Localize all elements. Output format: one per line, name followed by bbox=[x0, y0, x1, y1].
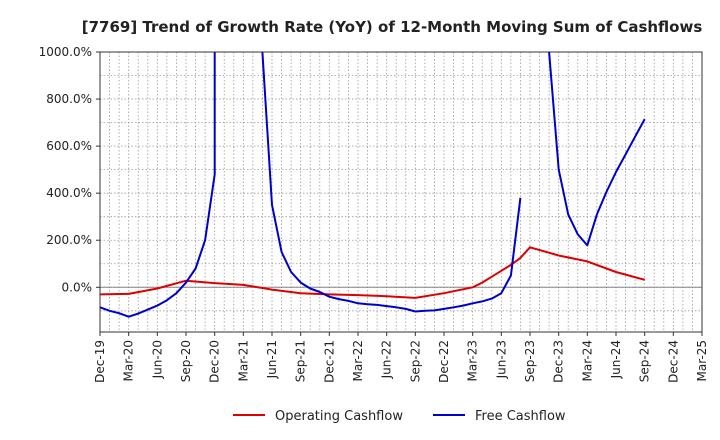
x-tick-label: Dec-24 bbox=[666, 340, 680, 383]
plot-frame bbox=[99, 51, 703, 333]
grid bbox=[100, 52, 702, 332]
x-tick-label: Dec-21 bbox=[322, 340, 336, 383]
x-tick-label: Dec-22 bbox=[437, 340, 451, 383]
y-tick-label: 800.0% bbox=[46, 92, 92, 106]
legend: Operating Cashflow Free Cashflow bbox=[233, 409, 566, 424]
x-tick-label: Jun-23 bbox=[494, 340, 508, 379]
legend-label: Operating Cashflow bbox=[275, 409, 403, 424]
x-tick-label: Mar-24 bbox=[580, 340, 594, 381]
y-tick-label: 1000.0% bbox=[39, 45, 92, 59]
y-tick-label: 400.0% bbox=[46, 186, 92, 200]
legend-label: Free Cashflow bbox=[475, 409, 566, 424]
chart-title: [7769] Trend of Growth Rate (YoY) of 12-… bbox=[82, 18, 703, 36]
x-tick-label: Mar-22 bbox=[351, 340, 365, 381]
series-line bbox=[548, 52, 646, 247]
x-tick-label: Jun-20 bbox=[150, 340, 164, 379]
x-tick-label: Sep-23 bbox=[523, 340, 537, 382]
x-tick-label: Mar-23 bbox=[466, 340, 480, 381]
x-tick-label: Dec-23 bbox=[552, 340, 566, 383]
x-tick-label: Jun-24 bbox=[609, 340, 623, 379]
series-line bbox=[261, 52, 522, 313]
x-tick-label: Sep-22 bbox=[408, 340, 422, 382]
x-tick-label: Sep-21 bbox=[294, 340, 308, 382]
x-tick-label: Jun-21 bbox=[265, 340, 279, 379]
axes: 0.0% 200.0% 400.0% 600.0% 800.0% 1000.0% Dec-1… bbox=[39, 45, 709, 383]
x-tick-label: Jun-22 bbox=[380, 340, 394, 379]
x-tick-label: Mar-20 bbox=[122, 340, 136, 381]
series-lines bbox=[100, 52, 646, 318]
y-tick-label: 200.0% bbox=[46, 233, 92, 247]
y-tick-label: 600.0% bbox=[46, 139, 92, 153]
series-line bbox=[100, 246, 645, 299]
x-tick-label: Dec-19 bbox=[93, 340, 107, 383]
y-tick-label: 0.0% bbox=[62, 280, 93, 294]
x-tick-label: Mar-25 bbox=[695, 340, 709, 381]
series-line bbox=[100, 52, 216, 318]
series-1 bbox=[100, 52, 646, 318]
x-tick-label: Dec-20 bbox=[208, 340, 222, 383]
x-tick-label: Mar-21 bbox=[236, 340, 250, 381]
x-tick-label: Sep-20 bbox=[179, 340, 193, 382]
x-tick-label: Sep-24 bbox=[638, 340, 652, 382]
series-0 bbox=[100, 246, 645, 299]
